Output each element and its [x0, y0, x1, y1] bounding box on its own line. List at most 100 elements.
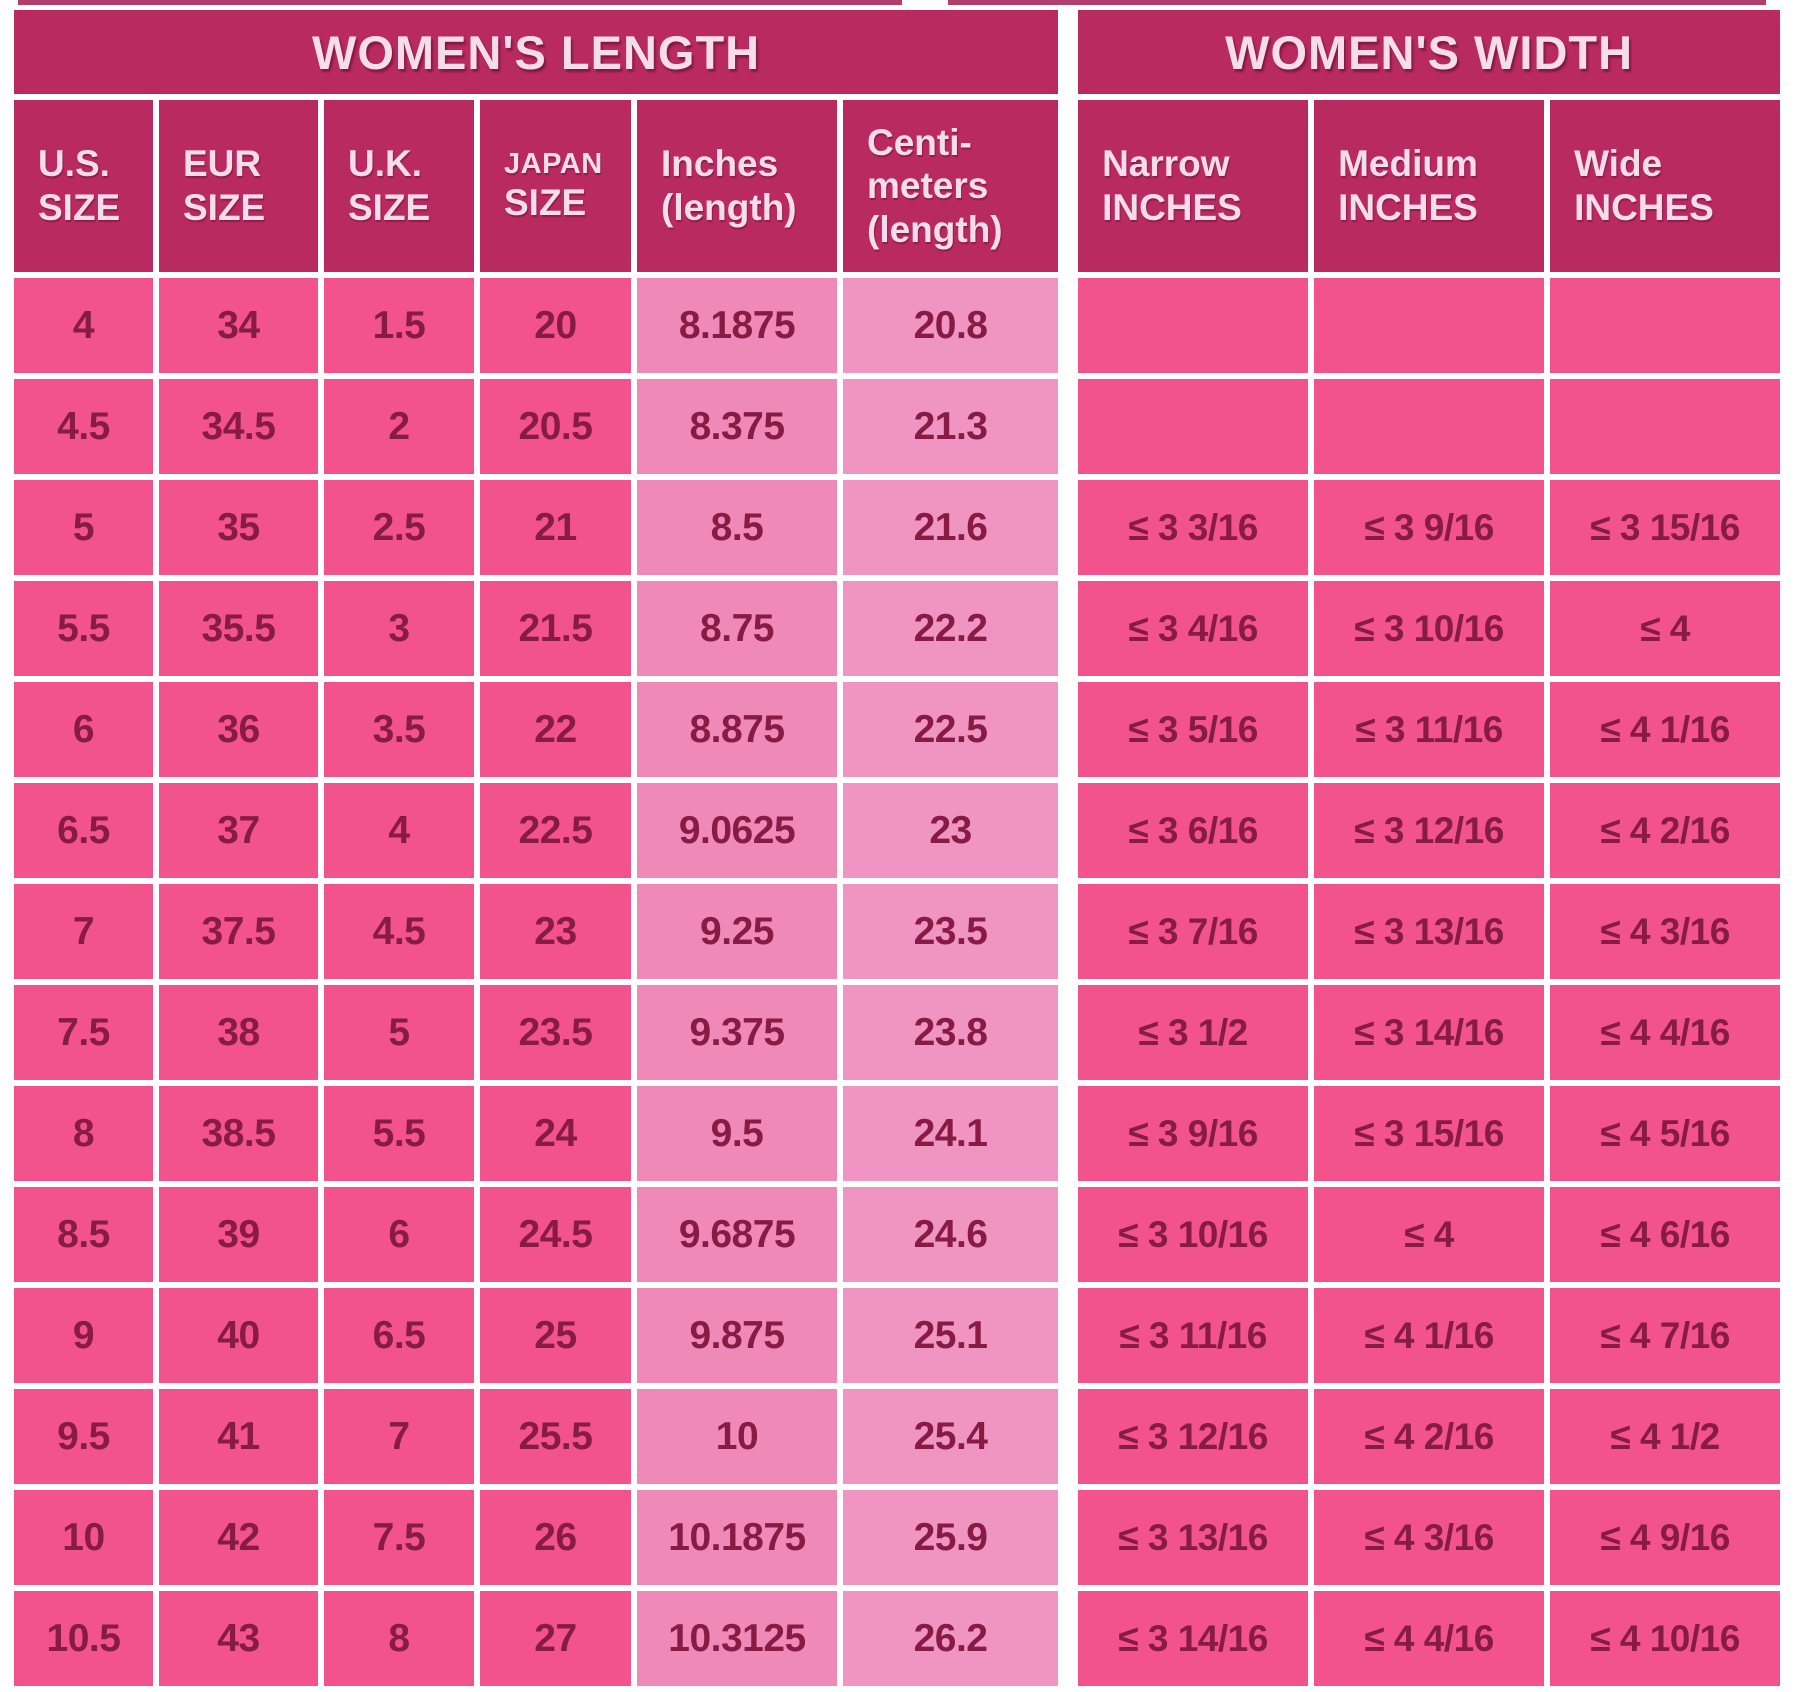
- value-cell: 38: [159, 985, 318, 1080]
- value-cell: 7.5: [14, 985, 153, 1080]
- value-cell: 39: [159, 1187, 318, 1282]
- value-cell: 6: [324, 1187, 474, 1282]
- value-cell: 38.5: [159, 1086, 318, 1181]
- value-cell: ≤ 3 4/16: [1078, 581, 1309, 676]
- value-cell: 1.5: [324, 278, 474, 373]
- value-cell: 34: [159, 278, 318, 373]
- value-cell: 20.5: [480, 379, 631, 474]
- value-cell: ≤ 4 1/16: [1314, 1288, 1545, 1383]
- value-cell: ≤ 4: [1314, 1187, 1545, 1282]
- value-cell: ≤ 3 15/16: [1550, 480, 1781, 575]
- value-cell: 6: [14, 682, 153, 777]
- table-row: 6 36 3.5 22 8.875 22.5: [14, 682, 1059, 777]
- empty-cell: [1314, 379, 1545, 474]
- value-cell: 25.1: [843, 1288, 1059, 1383]
- value-cell: ≤ 3 13/16: [1314, 884, 1545, 979]
- value-cell: 7: [14, 884, 153, 979]
- value-cell: ≤ 4 2/16: [1550, 783, 1781, 878]
- column-header-japan-size: JAPAN SIZE: [480, 100, 631, 272]
- column-header-u-s-size: U.S. SIZE: [14, 100, 153, 272]
- table-row: 4.5 34.5 2 20.5 8.375 21.3: [14, 379, 1059, 474]
- column-header-line: SIZE: [348, 187, 431, 228]
- value-cell: 22.5: [480, 783, 631, 878]
- table-row: ≤ 3 10/16 ≤ 4 ≤ 4 6/16: [1078, 1187, 1781, 1282]
- value-cell: 6.5: [14, 783, 153, 878]
- column-header-line: Medium: [1338, 143, 1478, 185]
- column-header-centi-meters-length: Centi-meters (length): [843, 100, 1059, 272]
- value-cell: 10.3125: [637, 1591, 837, 1686]
- length-table-title: WOMEN'S LENGTH: [14, 10, 1059, 94]
- length-table-body: 4 34 1.5 20 8.1875 20.8 4.5 34.5 2 20.5 8.375 21.3 5…: [14, 278, 1059, 1686]
- cropped-image-edge-right: [948, 0, 1766, 5]
- table-row: ≤ 3 11/16 ≤ 4 1/16 ≤ 4 7/16: [1078, 1288, 1781, 1383]
- value-cell: ≤ 4 2/16: [1314, 1389, 1545, 1484]
- column-header-line: INCHES: [1574, 187, 1714, 228]
- value-cell: 3.5: [324, 682, 474, 777]
- value-cell: 35: [159, 480, 318, 575]
- table-row: [1078, 379, 1781, 474]
- length-title-row: WOMEN'S LENGTH: [14, 10, 1059, 94]
- table-row: 5.5 35.5 3 21.5 8.75 22.2: [14, 581, 1059, 676]
- value-cell: 8.5: [14, 1187, 153, 1282]
- value-cell: 24.1: [843, 1086, 1059, 1181]
- column-header-line: INCHES: [1102, 187, 1242, 228]
- empty-cell: [1078, 379, 1309, 474]
- table-row: 7 37.5 4.5 23 9.25 23.5: [14, 884, 1059, 979]
- column-header-line: Wide: [1574, 143, 1663, 185]
- value-cell: 3: [324, 581, 474, 676]
- value-cell: 24.6: [843, 1187, 1059, 1282]
- value-cell: 9: [14, 1288, 153, 1383]
- value-cell: 22.5: [843, 682, 1059, 777]
- value-cell: 37: [159, 783, 318, 878]
- table-row: ≤ 3 6/16 ≤ 3 12/16 ≤ 4 2/16: [1078, 783, 1781, 878]
- width-title-row: WOMEN'S WIDTH: [1078, 10, 1781, 94]
- value-cell: 26.2: [843, 1591, 1059, 1686]
- value-cell: ≤ 3 1/2: [1078, 985, 1309, 1080]
- value-cell: ≤ 4 7/16: [1550, 1288, 1781, 1383]
- value-cell: 5: [14, 480, 153, 575]
- value-cell: ≤ 4 10/16: [1550, 1591, 1781, 1686]
- width-table-title: WOMEN'S WIDTH: [1078, 10, 1781, 94]
- value-cell: 5.5: [324, 1086, 474, 1181]
- value-cell: 9.375: [637, 985, 837, 1080]
- width-table-body: ≤ 3 3/16 ≤ 3 9/16 ≤ 3 15/16 ≤ 3 4/16 ≤ 3 10/…: [1078, 278, 1781, 1686]
- table-row: ≤ 3 12/16 ≤ 4 2/16 ≤ 4 1/2: [1078, 1389, 1781, 1484]
- value-cell: ≤ 3 7/16: [1078, 884, 1309, 979]
- column-header-line: U.S.: [38, 143, 110, 185]
- value-cell: 40: [159, 1288, 318, 1383]
- value-cell: 21.3: [843, 379, 1059, 474]
- value-cell: ≤ 3 6/16: [1078, 783, 1309, 878]
- value-cell: ≤ 3 10/16: [1078, 1187, 1309, 1282]
- table-row: ≤ 3 9/16 ≤ 3 15/16 ≤ 4 5/16: [1078, 1086, 1781, 1181]
- value-cell: 23: [480, 884, 631, 979]
- value-cell: ≤ 4 4/16: [1550, 985, 1781, 1080]
- value-cell: ≤ 4 5/16: [1550, 1086, 1781, 1181]
- column-header-line: SIZE: [504, 182, 587, 224]
- column-header-line: EUR: [183, 143, 262, 185]
- value-cell: ≤ 4 9/16: [1550, 1490, 1781, 1585]
- column-header-line: (length): [867, 208, 1003, 250]
- value-cell: ≤ 3 13/16: [1078, 1490, 1309, 1585]
- column-header-line: Narrow: [1102, 143, 1230, 185]
- value-cell: ≤ 4 1/16: [1550, 682, 1781, 777]
- value-cell: ≤ 3 3/16: [1078, 480, 1309, 575]
- womens-length-table: WOMEN'S LENGTH U.S. SIZE EUR SIZE U.K. SIZE JA…: [8, 4, 1064, 1692]
- value-cell: 4: [14, 278, 153, 373]
- table-row: ≤ 3 13/16 ≤ 4 3/16 ≤ 4 9/16: [1078, 1490, 1781, 1585]
- table-row: ≤ 3 1/2 ≤ 3 14/16 ≤ 4 4/16: [1078, 985, 1781, 1080]
- value-cell: 35.5: [159, 581, 318, 676]
- value-cell: 23.5: [480, 985, 631, 1080]
- value-cell: 9.5: [14, 1389, 153, 1484]
- value-cell: ≤ 3 14/16: [1314, 985, 1545, 1080]
- value-cell: 10: [637, 1389, 837, 1484]
- cropped-image-edge-left: [18, 0, 902, 5]
- value-cell: 9.5: [637, 1086, 837, 1181]
- value-cell: 4.5: [14, 379, 153, 474]
- table-row: ≤ 3 14/16 ≤ 4 4/16 ≤ 4 10/16: [1078, 1591, 1781, 1686]
- empty-cell: [1314, 278, 1545, 373]
- value-cell: 22.2: [843, 581, 1059, 676]
- column-header-line: JAPAN: [504, 148, 603, 181]
- value-cell: 5.5: [14, 581, 153, 676]
- value-cell: 9.25: [637, 884, 837, 979]
